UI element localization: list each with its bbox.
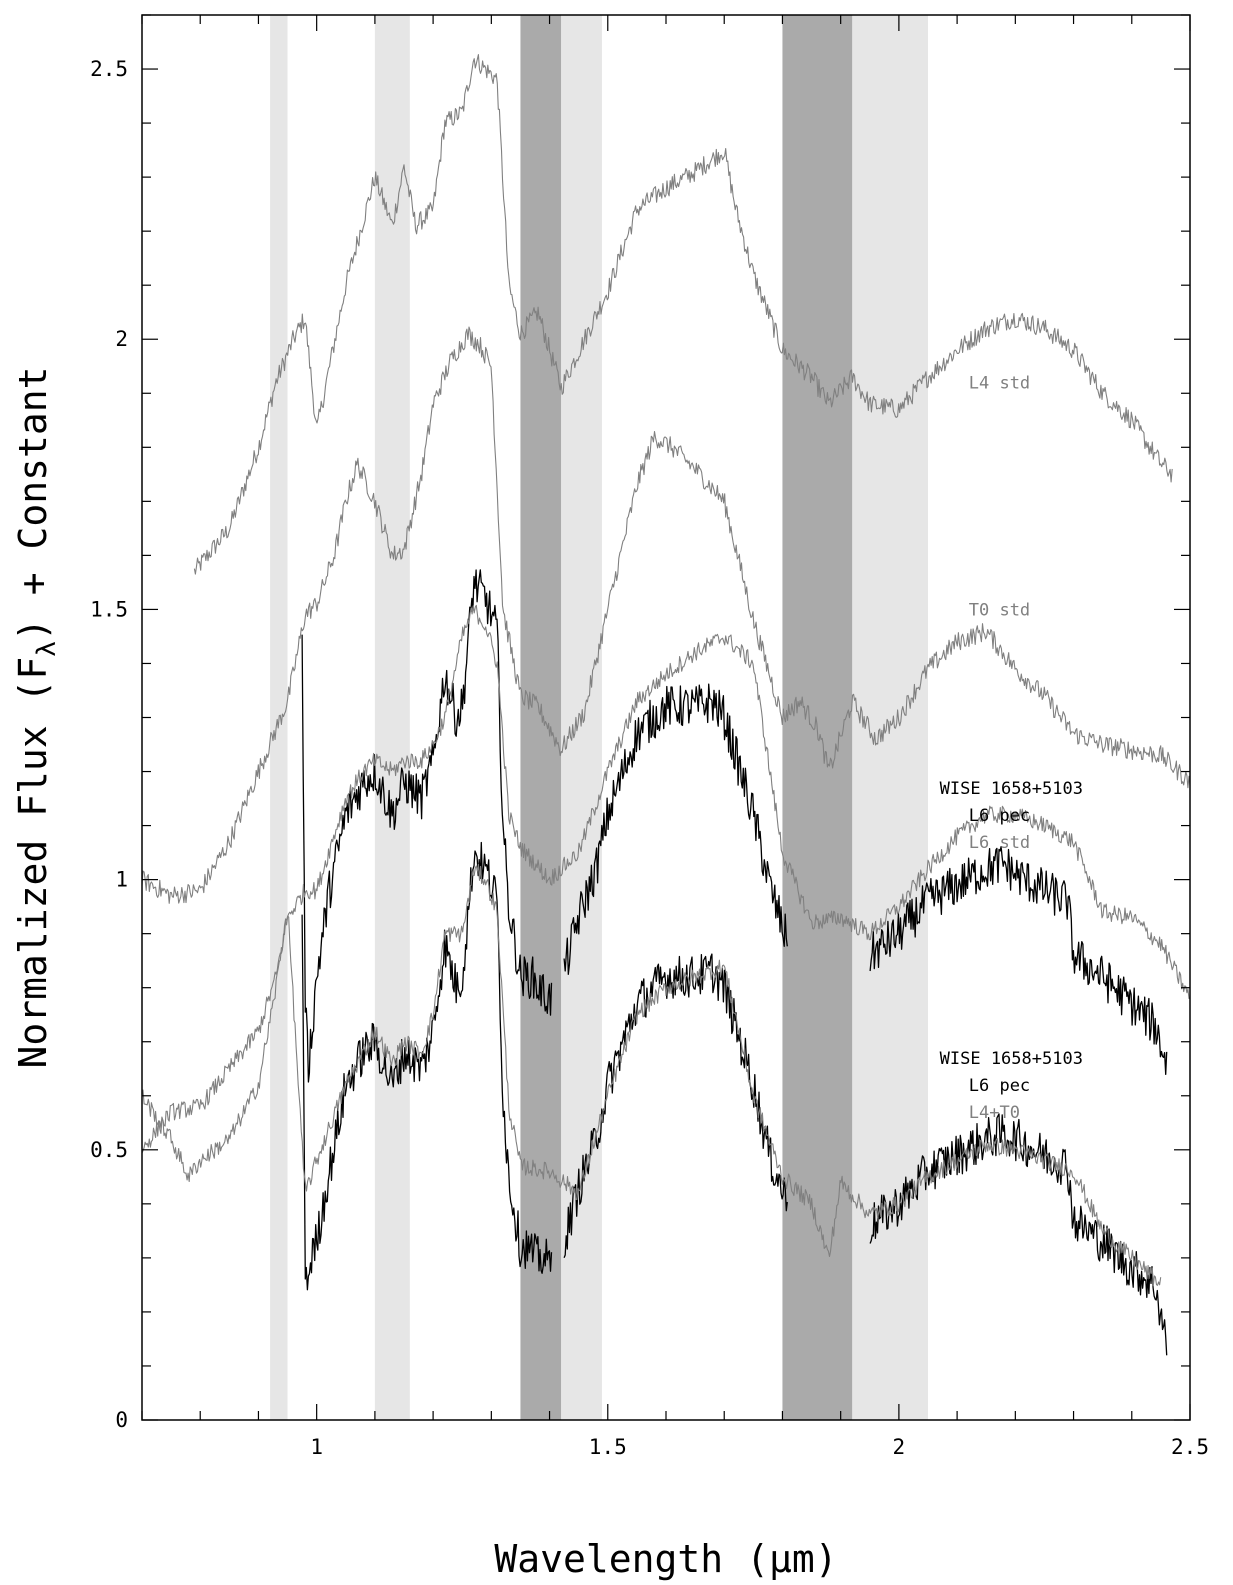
band-2 (520, 15, 562, 1420)
band-5 (852, 15, 928, 1420)
y-tick-label: 0 (115, 1408, 128, 1432)
y-axis-title-pre: Normalized Flux (F (11, 657, 55, 1069)
series-annotation: L4 std (969, 373, 1030, 393)
series-line-4 (301, 841, 1168, 1356)
y-axis-title: Normalized Flux (Fλ) + Constant (11, 366, 62, 1068)
series-line-3 (141, 604, 1191, 1154)
x-tick-label: 2.5 (1171, 1435, 1209, 1459)
tick-labels: 1 1.5 2 2.5 0 0.5 1 1.5 2 2.5 (90, 57, 1209, 1459)
spectra-series (141, 54, 1191, 1356)
series-annotation: WISE 1658+5103 (940, 1049, 1083, 1069)
series-annotation: L6 std (969, 833, 1030, 853)
x-tick-label: 1.5 (589, 1435, 627, 1459)
y-tick-label: 0.5 (90, 1138, 128, 1162)
series-line-5 (141, 863, 1162, 1287)
annotations: L4 std T0 std WISE 1658+5103 L6 pec L6 std WI… (940, 373, 1083, 1123)
y-tick-label: 2 (115, 327, 128, 351)
y-axis-title-sub: λ (32, 641, 62, 657)
y-tick-label: 2.5 (90, 57, 128, 81)
band-4 (782, 15, 853, 1420)
x-tick-label: 2 (893, 1435, 906, 1459)
series-annotation: L4+T0 (969, 1103, 1020, 1123)
series-annotation: T0 std (969, 600, 1030, 620)
series-line-2 (301, 569, 1168, 1083)
series-line-1 (141, 326, 1191, 904)
y-tick-label: 1 (115, 868, 128, 892)
series-annotation: L6 pec (969, 806, 1030, 826)
series-annotation: WISE 1658+5103 (940, 779, 1083, 799)
series-annotation: L6 pec (969, 1076, 1030, 1096)
band-1 (374, 15, 410, 1420)
y-axis-title-post: ) + Constant (11, 366, 55, 641)
x-axis-title: Wavelength (μm) (494, 1537, 837, 1581)
series-line-0 (193, 54, 1173, 575)
absorption-bands (270, 15, 928, 1420)
axis-ticks (141, 14, 1191, 1421)
x-tick-label: 1 (310, 1435, 323, 1459)
y-tick-label: 1.5 (90, 597, 128, 621)
